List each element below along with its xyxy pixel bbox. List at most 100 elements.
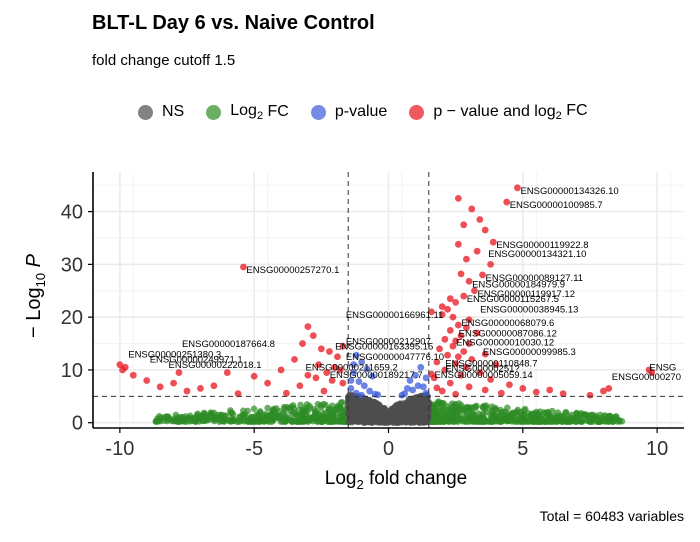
point-p-value (352, 351, 360, 359)
gene-label: ENSG00000115267.5 (467, 294, 559, 305)
data-points (116, 184, 656, 427)
point-p-and-fc (468, 355, 476, 363)
legend-item-fc: Log2 FC (206, 102, 289, 122)
point-fc (184, 415, 192, 422)
point-p-and-fc (479, 271, 486, 279)
point-p-and-fc (183, 387, 191, 395)
gene-label: ENSG00000038945.13 (480, 305, 578, 316)
gene-label: ENSG00000089127.11 (486, 273, 584, 284)
point-p-and-fc (304, 323, 312, 331)
point-p-and-fc (465, 277, 473, 285)
point-p-and-fc (277, 366, 285, 374)
point-fc (460, 406, 468, 414)
gene-label: ENSG00000249971.1 (150, 355, 243, 366)
y-axis-title: − Log10 P (23, 253, 48, 338)
point-ns (355, 402, 362, 409)
point-fc (511, 418, 519, 425)
point-ns (386, 414, 393, 421)
point-p-and-fc (471, 287, 478, 295)
point-fc (276, 415, 284, 422)
point-fc (297, 401, 304, 409)
point-p-value (422, 374, 430, 382)
point-p-value (363, 365, 371, 373)
y-tick-label: 30 (61, 254, 83, 276)
point-p-value (411, 371, 419, 379)
point-fc (306, 402, 313, 410)
point-p-and-fc (444, 351, 451, 359)
point-p-and-fc (438, 387, 446, 395)
point-fc (574, 415, 582, 423)
gene-label: ENSG00000047776.10 (346, 352, 444, 363)
point-p-and-fc (441, 335, 449, 343)
point-p-and-fc (468, 205, 476, 213)
point-p-and-fc (454, 240, 462, 248)
point-p-and-fc (476, 369, 484, 376)
point-p-value (398, 391, 406, 399)
point-p-and-fc (428, 370, 435, 378)
chart-title: BLT-L Day 6 vs. Naive Control (92, 12, 375, 34)
point-p-value (417, 363, 425, 371)
point-ns (408, 405, 416, 412)
point-fc (264, 404, 271, 412)
point-p-and-fc (339, 342, 347, 350)
point-p-and-fc (473, 247, 481, 255)
y-tick-label: 20 (61, 307, 83, 329)
legend-label-both: p − value and log (433, 103, 556, 121)
gene-label: ENSG00000119922.8 (496, 240, 588, 251)
point-fc (263, 412, 270, 420)
point-fc (520, 411, 528, 419)
point-fc (260, 418, 268, 425)
point-p-and-fc (465, 340, 473, 347)
point-p-and-fc (505, 381, 513, 389)
point-fc (501, 408, 508, 415)
point-p-and-fc (492, 361, 500, 369)
point-fc (521, 405, 529, 413)
gene-label: ENSG00000257270.1 (246, 265, 339, 276)
point-p-and-fc (460, 348, 468, 355)
x-tick-label: 10 (646, 438, 668, 460)
point-fc (480, 402, 488, 410)
y-tick-label: 0 (72, 413, 83, 435)
x-tick-label: 5 (517, 438, 528, 460)
point-fc (551, 414, 558, 422)
point-fc (472, 404, 479, 411)
gene-label: ENSG00000166961.11 (346, 310, 444, 321)
point-fc (312, 415, 319, 423)
point-p-value (366, 387, 374, 395)
point-fc (280, 403, 288, 411)
point-p-and-fc (331, 363, 339, 371)
point-p-and-fc (119, 366, 126, 374)
point-ns (402, 411, 409, 418)
point-p-and-fc (317, 345, 325, 353)
point-p-and-fc (452, 337, 460, 345)
legend-label-fc: FC (267, 103, 289, 121)
point-p-and-fc (323, 369, 331, 376)
point-p-and-fc (481, 350, 489, 358)
point-p-value (347, 377, 355, 384)
gene-label: ENSG00000163395.15 (335, 342, 433, 353)
point-p-value (414, 382, 422, 390)
point-p-and-fc (428, 308, 435, 316)
point-fc (317, 404, 325, 412)
point-p-and-fc (129, 371, 137, 379)
point-fc (229, 417, 237, 424)
point-p-and-fc (454, 194, 462, 202)
legend-label-fc-prefix: Log2 (230, 102, 264, 123)
legend-label-both-suffix: 2 FC (555, 102, 588, 123)
point-fc (306, 415, 314, 422)
gene-label: ENSG00000251? (445, 364, 519, 375)
point-p-and-fc (334, 353, 341, 361)
point-p-value (358, 391, 366, 399)
legend-swatch-both (409, 104, 425, 120)
point-p-and-fc (320, 387, 328, 395)
point-p-and-fc (223, 369, 231, 376)
legend-swatch-fc (206, 104, 222, 120)
point-p-and-fc (326, 348, 333, 355)
gene-label: ENSG00000068079.6 (461, 318, 554, 329)
point-fc (479, 418, 486, 425)
point-p-and-fc (463, 324, 470, 332)
point-fc (596, 411, 604, 419)
point-p-and-fc (296, 382, 304, 390)
point-p-value (403, 385, 411, 392)
